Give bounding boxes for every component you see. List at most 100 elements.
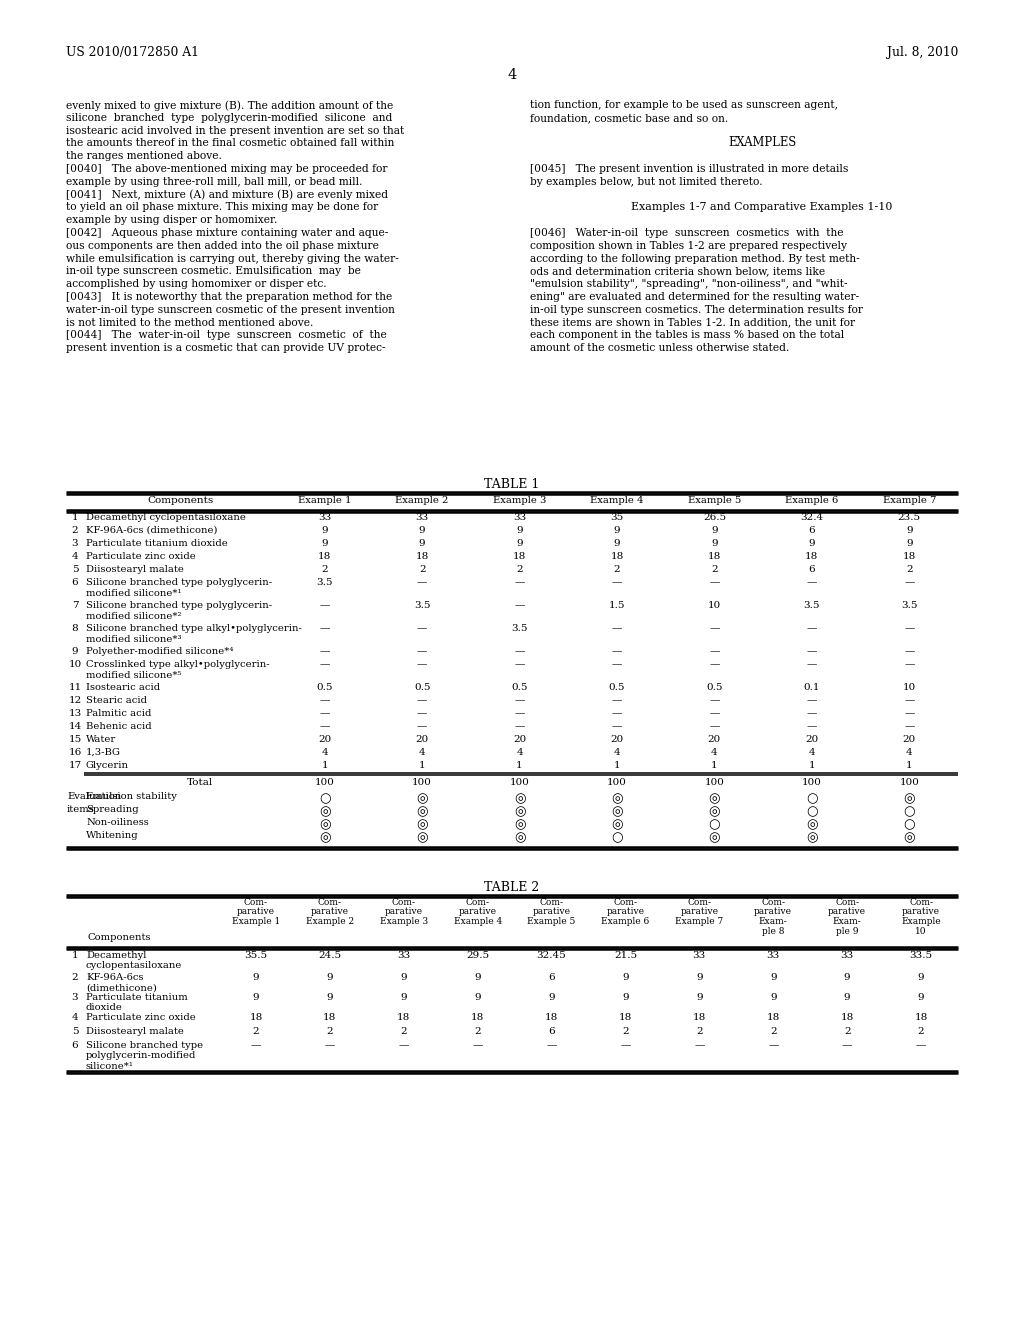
Text: 1: 1 [711, 762, 718, 770]
Text: 1,3-BG: 1,3-BG [86, 748, 121, 756]
Text: —: — [904, 624, 914, 634]
Text: 9: 9 [906, 539, 912, 548]
Text: 4: 4 [613, 748, 621, 756]
Text: 17: 17 [69, 762, 82, 770]
Text: 2: 2 [327, 1027, 333, 1036]
Text: TABLE 1: TABLE 1 [484, 478, 540, 491]
Text: ◎: ◎ [709, 792, 720, 805]
Text: in-oil type sunscreen cosmetics. The determination results for: in-oil type sunscreen cosmetics. The det… [530, 305, 863, 314]
Text: —: — [904, 647, 914, 656]
Text: 18: 18 [805, 552, 818, 561]
Text: 1: 1 [72, 950, 78, 960]
Text: —: — [514, 660, 524, 669]
Text: 29.5: 29.5 [466, 950, 489, 960]
Text: Glycerin: Glycerin [86, 762, 129, 770]
Text: 21.5: 21.5 [613, 950, 637, 960]
Text: 18: 18 [618, 1012, 632, 1022]
Text: parative: parative [680, 908, 719, 916]
Text: Components: Components [87, 933, 151, 942]
Text: the ranges mentioned above.: the ranges mentioned above. [66, 152, 222, 161]
Text: 3.5: 3.5 [511, 624, 527, 634]
Text: Isostearic acid: Isostearic acid [86, 682, 160, 692]
Text: 9: 9 [327, 973, 333, 982]
Text: Com-: Com- [317, 898, 342, 907]
Text: 18: 18 [914, 1012, 928, 1022]
Text: 2: 2 [253, 1027, 259, 1036]
Text: 23.5: 23.5 [898, 513, 921, 521]
Text: 18: 18 [767, 1012, 780, 1022]
Text: 20: 20 [513, 735, 526, 744]
Text: 16: 16 [69, 748, 82, 756]
Text: is not limited to the method mentioned above.: is not limited to the method mentioned a… [66, 318, 313, 327]
Text: 0.5: 0.5 [316, 682, 333, 692]
Text: 100: 100 [705, 777, 724, 787]
Text: —: — [768, 1041, 778, 1049]
Text: Silicone branched type polyglycerin-: Silicone branched type polyglycerin- [86, 601, 272, 610]
Text: 6: 6 [72, 1041, 78, 1049]
Text: 1: 1 [419, 762, 425, 770]
Text: ◎: ◎ [514, 805, 525, 818]
Text: Particulate titanium: Particulate titanium [86, 993, 187, 1002]
Text: [0046]   Water-in-oil  type  sunscreen  cosmetics  with  the: [0046] Water-in-oil type sunscreen cosme… [530, 228, 844, 238]
Text: 33: 33 [397, 950, 411, 960]
Text: ◎: ◎ [611, 792, 623, 805]
Text: ous components are then added into the oil phase mixture: ous components are then added into the o… [66, 240, 379, 251]
Text: 9: 9 [623, 973, 629, 982]
Text: —: — [319, 601, 330, 610]
Text: Evaluation: Evaluation [67, 792, 121, 801]
Text: each component in the tables is mass % based on the total: each component in the tables is mass % b… [530, 330, 844, 341]
Text: ○: ○ [318, 792, 331, 805]
Text: 2: 2 [474, 1027, 481, 1036]
Text: —: — [611, 709, 623, 718]
Text: ening" are evaluated and determined for the resulting water-: ening" are evaluated and determined for … [530, 292, 859, 302]
Text: Silicone branched type alkyl•polyglycerin-: Silicone branched type alkyl•polyglyceri… [86, 624, 302, 634]
Text: 9: 9 [623, 993, 629, 1002]
Text: Example 4: Example 4 [590, 496, 644, 506]
Text: 11: 11 [69, 682, 82, 692]
Text: —: — [807, 578, 817, 587]
Text: cyclopentasiloxane: cyclopentasiloxane [86, 961, 182, 970]
Text: 18: 18 [416, 552, 429, 561]
Text: —: — [807, 660, 817, 669]
Text: 1: 1 [322, 762, 328, 770]
Text: ◎: ◎ [709, 832, 720, 843]
Text: 9: 9 [419, 525, 425, 535]
Text: parative: parative [902, 908, 940, 916]
Text: 6: 6 [809, 525, 815, 535]
Text: —: — [547, 1041, 557, 1049]
Text: 9: 9 [906, 525, 912, 535]
Text: 9: 9 [516, 525, 523, 535]
Text: 9: 9 [696, 973, 702, 982]
Text: —: — [710, 624, 720, 634]
Text: ◎: ◎ [417, 832, 428, 843]
Text: parative: parative [828, 908, 866, 916]
Text: 4: 4 [507, 69, 517, 82]
Text: 2: 2 [918, 1027, 925, 1036]
Text: —: — [904, 660, 914, 669]
Text: to yield an oil phase mixture. This mixing may be done for: to yield an oil phase mixture. This mixi… [66, 202, 378, 213]
Text: 1: 1 [809, 762, 815, 770]
Text: ◎: ◎ [318, 805, 331, 818]
Text: Example 1: Example 1 [298, 496, 351, 506]
Text: Silicone branched type: Silicone branched type [86, 1041, 203, 1049]
Text: 2: 2 [72, 973, 78, 982]
Text: 18: 18 [318, 552, 332, 561]
Text: —: — [514, 722, 524, 731]
Text: Particulate titanium dioxide: Particulate titanium dioxide [86, 539, 227, 548]
Text: Example 2: Example 2 [306, 917, 354, 927]
Text: 33: 33 [767, 950, 780, 960]
Text: 20: 20 [708, 735, 721, 744]
Text: Diisostearyl malate: Diisostearyl malate [86, 565, 184, 574]
Text: —: — [621, 1041, 631, 1049]
Text: 20: 20 [318, 735, 332, 744]
Text: Crosslinked type alkyl•polyglycerin-: Crosslinked type alkyl•polyglycerin- [86, 660, 269, 669]
Text: 100: 100 [607, 777, 627, 787]
Text: 33: 33 [416, 513, 429, 521]
Text: modified silicone*²: modified silicone*² [86, 612, 181, 620]
Text: [0040]   The above-mentioned mixing may be proceeded for: [0040] The above-mentioned mixing may be… [66, 164, 387, 174]
Text: 2: 2 [613, 565, 621, 574]
Text: 4: 4 [322, 748, 328, 756]
Text: Example 7: Example 7 [675, 917, 724, 927]
Text: 18: 18 [841, 1012, 854, 1022]
Text: these items are shown in Tables 1-2. In addition, the unit for: these items are shown in Tables 1-2. In … [530, 318, 855, 327]
